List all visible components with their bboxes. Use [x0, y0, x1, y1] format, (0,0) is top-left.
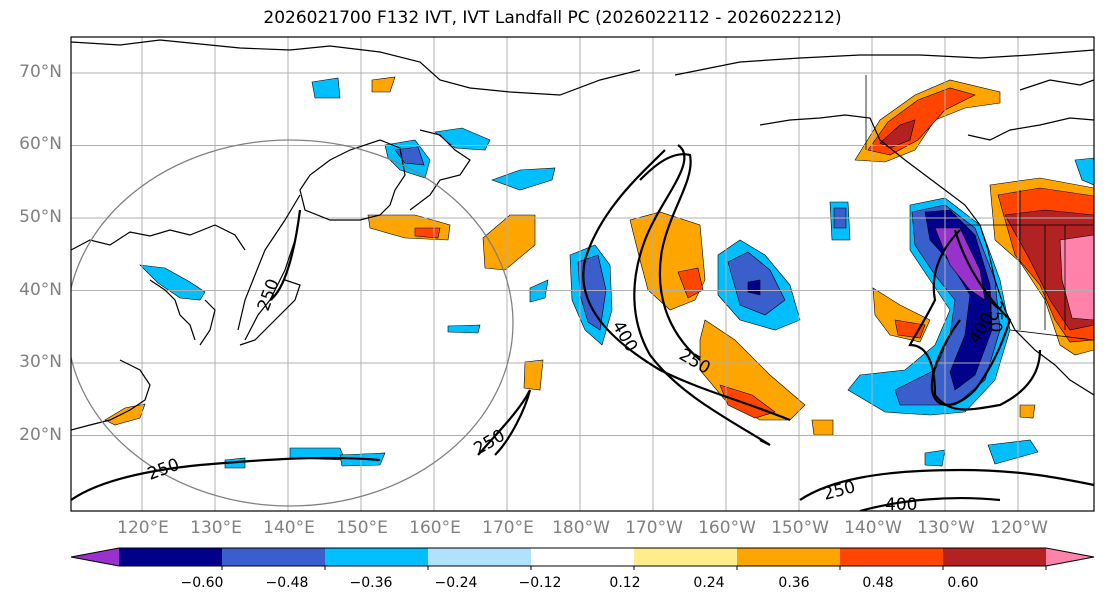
lon-label-130w: 130°W: [917, 518, 975, 538]
contour-label: 250: [985, 300, 1005, 332]
contour-label: 250: [471, 426, 509, 460]
colorbar-segment: [119, 548, 223, 566]
colorbar-tick-label: −0.60: [180, 575, 224, 591]
lat-label-40n: 40°N: [19, 280, 62, 300]
colorbar-tick-label: −0.12: [518, 575, 562, 591]
colorbar-segment: [428, 548, 532, 566]
colorbar-tick-label: −0.24: [434, 575, 478, 591]
lon-label-130e: 130°E: [190, 518, 242, 538]
colorbar-tick-label: 0.60: [947, 575, 979, 591]
colorbar-tick-label: 0.12: [609, 575, 641, 591]
colorbar-segment: [325, 548, 429, 566]
graticule: [71, 37, 1094, 511]
contour-label: 250: [821, 477, 858, 505]
lon-label-170w: 170°W: [625, 518, 683, 538]
lon-label-120e: 120°E: [117, 518, 169, 538]
borders: [865, 75, 1094, 341]
map-frame: [70, 36, 1095, 512]
colorbar-segment: [531, 548, 635, 566]
lat-label-50n: 50°N: [19, 207, 62, 227]
colorbar-outline: [70, 547, 1095, 567]
colorbar-segment: [737, 548, 841, 566]
colorbar-tick-label: −0.36: [349, 575, 393, 591]
colorbar-extend-high: [1046, 548, 1094, 566]
lat-label-20n: 20°N: [19, 425, 62, 445]
coastlines: [71, 39, 1094, 431]
reference-circle: [71, 139, 514, 507]
lon-label-150e: 150°E: [336, 518, 388, 538]
figure-title: 2026021700 F132 IVT, IVT Landfall PC (20…: [263, 8, 842, 28]
ivt-contours: [71, 144, 1094, 511]
colorbar-tick-label: 0.36: [778, 575, 810, 591]
lon-label-140w: 140°W: [844, 518, 902, 538]
colorbar-segment: [222, 548, 326, 566]
colorbar-tick-label: 0.48: [862, 575, 894, 591]
lon-label-120w: 120°W: [990, 518, 1048, 538]
lat-label-60n: 60°N: [19, 134, 62, 154]
lon-label-160e: 160°E: [409, 518, 461, 538]
colorbar: [70, 547, 1095, 570]
lon-label-140e: 140°E: [263, 518, 315, 538]
lon-label-170e: 170°E: [482, 518, 534, 538]
colorbar-extend-low: [71, 548, 119, 566]
lon-label-150w: 150°W: [771, 518, 829, 538]
lon-label-160w: 160°W: [698, 518, 756, 538]
contour-label: 400: [608, 318, 642, 356]
contour-label: 250: [254, 276, 284, 313]
lat-label-30n: 30°N: [19, 352, 62, 372]
colorbar-tick-label: −0.48: [265, 575, 309, 591]
contour-label: 400: [885, 495, 917, 515]
ivt-negative-fields: [139, 77, 1094, 469]
colorbar-tick-label: 0.24: [693, 575, 725, 591]
colorbar-segment: [634, 548, 738, 566]
colorbar-segment: [840, 548, 944, 566]
colorbar-segment: [943, 548, 1047, 566]
lon-label-180w: 180°W: [552, 518, 610, 538]
lat-label-70n: 70°N: [19, 62, 62, 82]
